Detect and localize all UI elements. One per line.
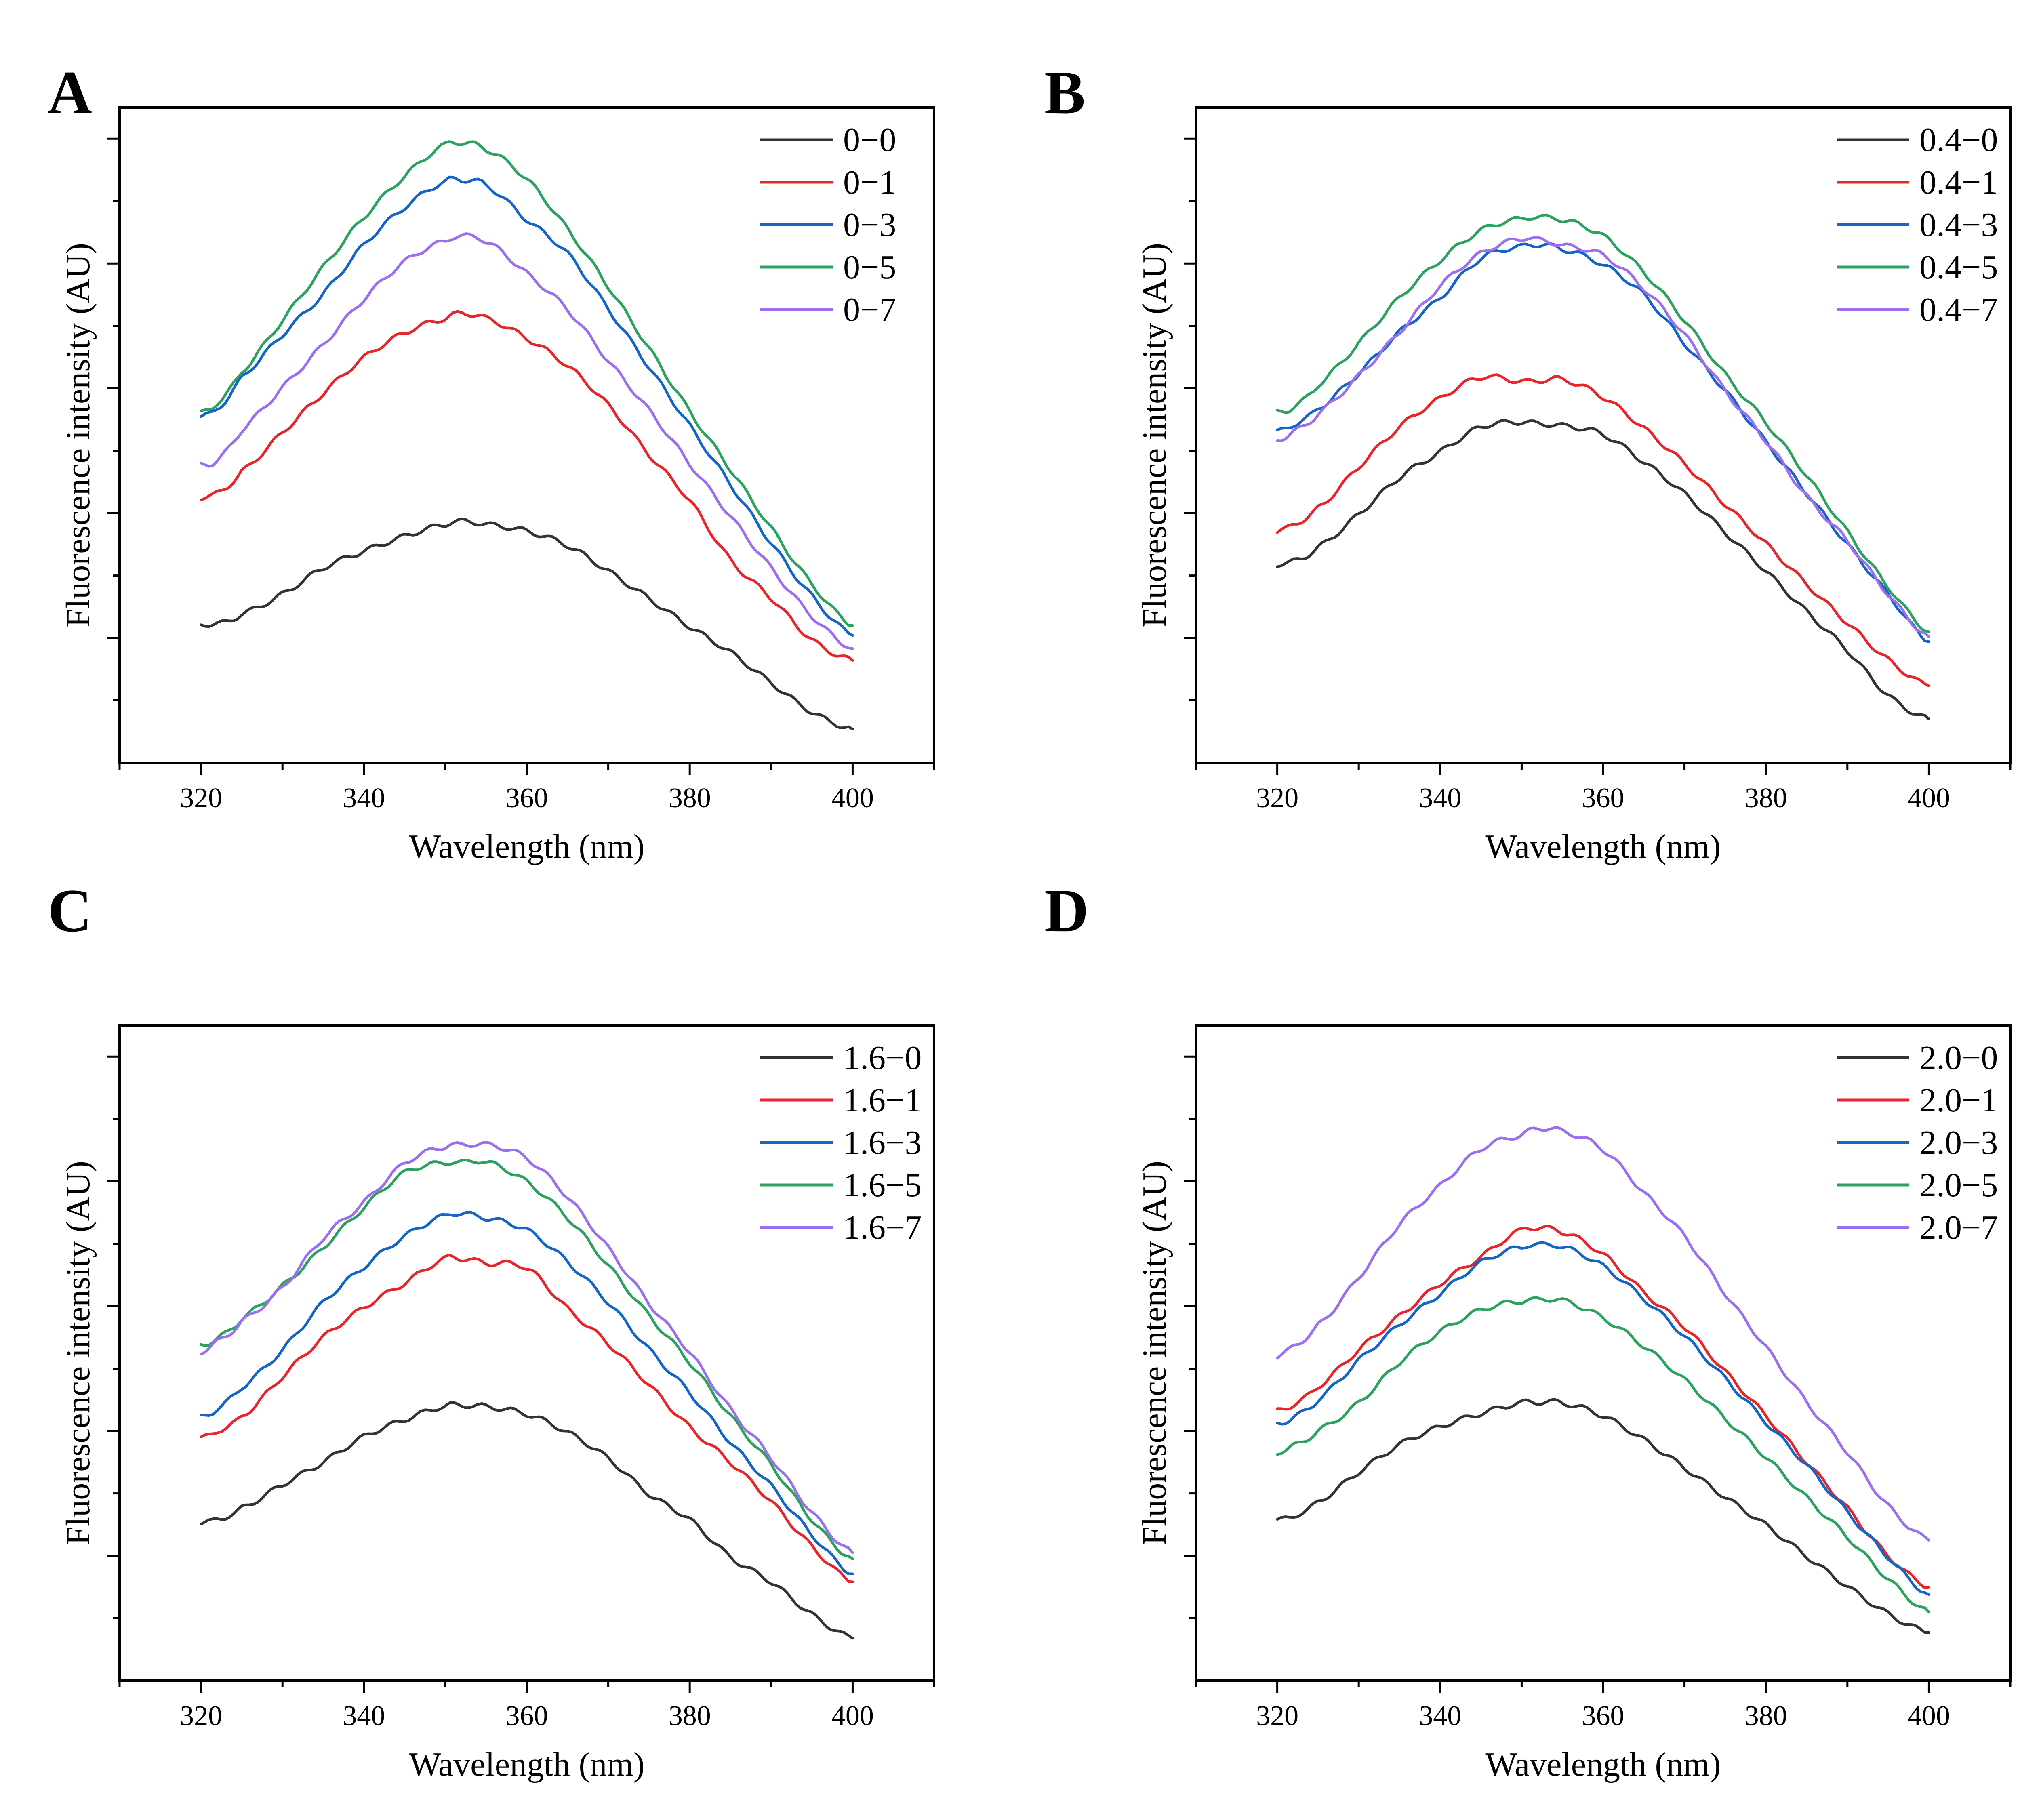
legend-label: 2.0−5 <box>1919 1166 1998 1204</box>
x-tick-label: 340 <box>343 1700 385 1732</box>
chart-panel-d: D 320 340 360 380 400 Wavelength (nm) Fluoresce… <box>1044 877 2012 1783</box>
legend-label: 1.6−1 <box>843 1081 922 1119</box>
x-tick-label: 320 <box>1256 1700 1298 1732</box>
legend-label: 0−1 <box>843 164 896 201</box>
series-line-4 <box>200 1140 854 1554</box>
series-line-2 <box>1276 242 1930 643</box>
x-tick-label: 380 <box>1745 783 1787 814</box>
series-line-4 <box>1276 236 1930 638</box>
series-line-0 <box>1276 419 1930 721</box>
panel-letter: D <box>1044 877 1089 945</box>
x-axis-label: Wavelength (nm) <box>1485 828 1721 865</box>
chart-panel-b: B 320 340 360 380 400 Wavelength (nm) Fluoresce… <box>1044 59 2012 865</box>
legend-label: 1.6−0 <box>843 1039 922 1077</box>
legend-label: 1.6−3 <box>843 1124 922 1161</box>
y-axis-label: Fluorescence intensity (AU) <box>59 1161 97 1545</box>
legend-label: 0−5 <box>843 248 896 286</box>
legend-label: 1.6−5 <box>843 1166 922 1204</box>
x-tick-label: 380 <box>1745 1700 1787 1732</box>
x-tick-label: 400 <box>831 1700 874 1732</box>
series-line-1 <box>1276 1225 1930 1589</box>
series-line-2 <box>200 175 854 637</box>
series-line-3 <box>1276 213 1930 633</box>
x-tick-label: 320 <box>180 1700 222 1732</box>
x-tick-label: 320 <box>180 783 222 814</box>
legend-label: 2.0−1 <box>1919 1081 1998 1119</box>
panel-letter: B <box>1044 59 1085 126</box>
y-axis-label: Fluorescence intensity (AU) <box>59 243 97 627</box>
series-line-0 <box>200 517 854 730</box>
y-axis-label: Fluorescence intensity (AU) <box>1136 1161 1173 1545</box>
plot-frame <box>118 106 935 764</box>
series-line-1 <box>200 1254 854 1584</box>
plot-frame <box>1195 1024 2012 1682</box>
legend-label: 1.6−7 <box>843 1209 922 1246</box>
series-line-1 <box>200 310 854 662</box>
x-tick-label: 400 <box>831 783 874 814</box>
series-line-3 <box>1276 1296 1930 1614</box>
x-axis-label: Wavelength (nm) <box>409 828 644 865</box>
series-line-3 <box>200 140 854 627</box>
x-tick-label: 400 <box>1908 783 1950 814</box>
series-line-2 <box>200 1210 854 1576</box>
series-line-0 <box>200 1401 854 1640</box>
x-tick-label: 360 <box>506 1700 548 1732</box>
x-tick-label: 340 <box>343 783 385 814</box>
panel-letter: C <box>48 877 92 945</box>
legend-label: 0.4−7 <box>1919 291 1998 328</box>
x-tick-label: 360 <box>1582 1700 1624 1732</box>
legend-label: 0−0 <box>843 121 896 159</box>
legend-label: 0−3 <box>843 206 896 244</box>
legend-label: 2.0−7 <box>1919 1209 1998 1246</box>
legend-label: 0.4−0 <box>1919 121 1998 159</box>
legend-label: 0.4−3 <box>1919 206 1998 244</box>
series-line-3 <box>200 1159 854 1561</box>
x-axis-label: Wavelength (nm) <box>409 1746 644 1783</box>
chart-panel-c: C 320 340 360 380 400 Wavelength (nm) Fluoresce… <box>48 877 935 1783</box>
series-line-0 <box>1276 1398 1930 1634</box>
series-line-4 <box>1276 1126 1930 1542</box>
legend-label: 2.0−0 <box>1919 1039 1998 1077</box>
legend-label: 0.4−1 <box>1919 164 1998 201</box>
series-line-1 <box>1276 373 1930 688</box>
series-line-2 <box>1276 1241 1930 1596</box>
series-line-4 <box>200 232 854 650</box>
legend-label: 0.4−5 <box>1919 248 1998 286</box>
plot-frame <box>118 1024 935 1682</box>
x-tick-label: 360 <box>1582 783 1624 814</box>
x-tick-label: 380 <box>669 783 711 814</box>
legend-label: 2.0−3 <box>1919 1124 1998 1161</box>
legend-label: 0−7 <box>843 291 896 328</box>
x-tick-label: 340 <box>1419 1700 1461 1732</box>
x-tick-label: 400 <box>1908 1700 1950 1732</box>
panel-letter: A <box>48 59 92 126</box>
x-tick-label: 380 <box>669 1700 711 1732</box>
x-axis-label: Wavelength (nm) <box>1485 1746 1721 1783</box>
x-tick-label: 360 <box>506 783 548 814</box>
y-axis-label: Fluorescence intensity (AU) <box>1136 243 1173 627</box>
x-tick-label: 320 <box>1256 783 1298 814</box>
chart-panel-a: A 320 340 360 380 400 Wavelength (nm) Fluoresce… <box>48 59 935 865</box>
x-tick-label: 340 <box>1419 783 1461 814</box>
